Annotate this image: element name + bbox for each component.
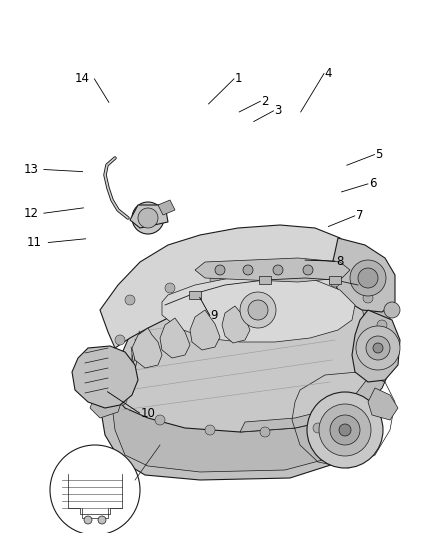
Circle shape xyxy=(132,202,164,234)
Polygon shape xyxy=(100,225,357,348)
Circle shape xyxy=(98,516,106,524)
Circle shape xyxy=(115,335,125,345)
Polygon shape xyxy=(132,328,162,368)
Polygon shape xyxy=(240,285,394,432)
Circle shape xyxy=(372,343,382,353)
Circle shape xyxy=(205,425,215,435)
Circle shape xyxy=(209,275,219,285)
Circle shape xyxy=(329,415,359,445)
Circle shape xyxy=(383,302,399,318)
Circle shape xyxy=(349,260,385,296)
Text: 12: 12 xyxy=(24,207,39,220)
Text: 1: 1 xyxy=(234,72,242,85)
Text: 5: 5 xyxy=(374,148,382,161)
Polygon shape xyxy=(331,238,394,312)
FancyBboxPatch shape xyxy=(258,276,270,284)
Circle shape xyxy=(125,295,135,305)
Polygon shape xyxy=(158,200,175,215)
Circle shape xyxy=(312,423,322,433)
Polygon shape xyxy=(159,318,190,358)
Circle shape xyxy=(355,326,399,370)
Polygon shape xyxy=(351,310,399,382)
Text: 8: 8 xyxy=(335,255,343,268)
Polygon shape xyxy=(72,346,138,408)
Polygon shape xyxy=(162,275,354,342)
Circle shape xyxy=(215,265,225,275)
Polygon shape xyxy=(90,388,122,418)
Polygon shape xyxy=(112,380,354,472)
Polygon shape xyxy=(194,258,349,282)
Circle shape xyxy=(252,271,262,281)
Text: 14: 14 xyxy=(74,72,89,85)
Circle shape xyxy=(165,283,175,293)
FancyBboxPatch shape xyxy=(189,291,201,299)
Circle shape xyxy=(329,277,339,287)
Circle shape xyxy=(338,424,350,436)
Circle shape xyxy=(365,336,389,360)
Circle shape xyxy=(259,427,269,437)
Circle shape xyxy=(117,395,127,405)
Polygon shape xyxy=(100,372,367,480)
Circle shape xyxy=(369,350,379,360)
FancyBboxPatch shape xyxy=(328,276,340,284)
Circle shape xyxy=(84,516,92,524)
Circle shape xyxy=(113,365,123,375)
Text: 11: 11 xyxy=(26,236,41,249)
Polygon shape xyxy=(110,272,394,432)
Polygon shape xyxy=(190,310,219,350)
Text: 3: 3 xyxy=(274,104,281,117)
Polygon shape xyxy=(130,205,168,228)
Circle shape xyxy=(240,292,276,328)
Circle shape xyxy=(362,293,372,303)
Circle shape xyxy=(243,265,252,275)
Circle shape xyxy=(292,271,302,281)
Circle shape xyxy=(306,392,382,468)
Text: 6: 6 xyxy=(368,177,375,190)
Text: 13: 13 xyxy=(24,163,39,176)
Text: 10: 10 xyxy=(140,407,155,419)
Polygon shape xyxy=(367,388,397,420)
Circle shape xyxy=(376,320,386,330)
Text: 7: 7 xyxy=(355,209,362,222)
Circle shape xyxy=(50,445,140,533)
Text: 9: 9 xyxy=(210,309,218,322)
Circle shape xyxy=(272,265,283,275)
Circle shape xyxy=(138,208,158,228)
Circle shape xyxy=(318,404,370,456)
Circle shape xyxy=(302,265,312,275)
Circle shape xyxy=(155,415,165,425)
Polygon shape xyxy=(222,306,249,343)
Text: 4: 4 xyxy=(324,67,332,80)
Circle shape xyxy=(247,300,267,320)
Circle shape xyxy=(357,268,377,288)
Text: 2: 2 xyxy=(261,95,268,108)
